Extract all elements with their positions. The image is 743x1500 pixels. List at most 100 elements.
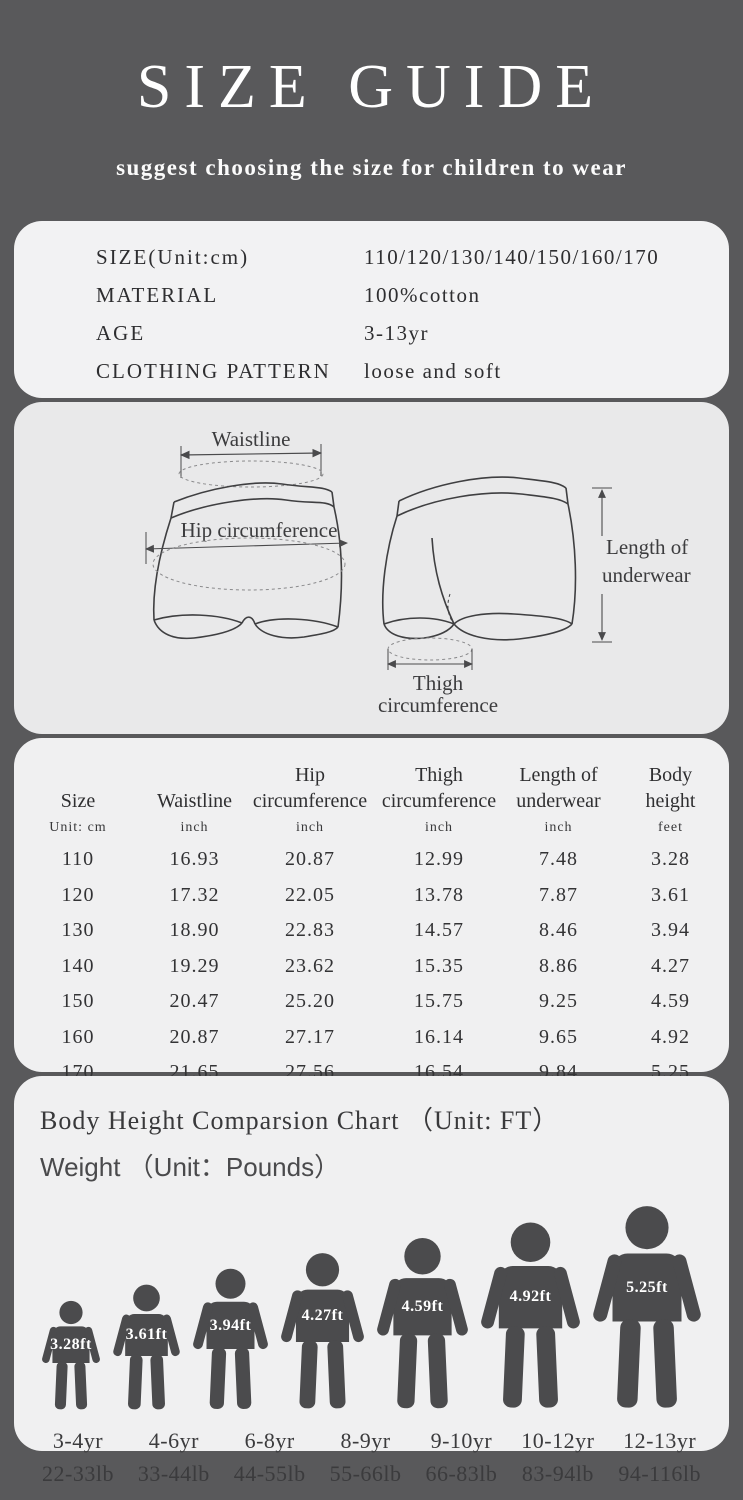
page-title: SIZE GUIDE: [136, 53, 607, 121]
waistline-label: Waistline: [212, 427, 291, 451]
table-data-cell: 13.78: [414, 883, 464, 906]
table-unit-cell: inch: [544, 820, 573, 835]
table-header-cell: Thigh circumference: [381, 764, 497, 812]
figure-labels-row: 3-4yr 22-33lb 4-6yr 33-44lb 6-8yr 44-55l…: [40, 1428, 703, 1487]
table-data-cell: 120: [61, 883, 95, 906]
table-data-cell: 16.93: [169, 848, 220, 871]
person-icon: [481, 1221, 580, 1412]
figure-column: 4.27ft: [281, 1252, 364, 1412]
table-data-cell: 17.32: [169, 883, 220, 906]
info-row: SIZE(Unit:cm) 110/120/130/140/150/160/17…: [96, 245, 729, 283]
age-label: 6-8yr: [244, 1428, 295, 1453]
figure-label-column: 6-8yr 44-55lb: [234, 1428, 306, 1487]
table-data-cell: 15.35: [414, 954, 464, 977]
figure-label-column: 4-6yr 33-44lb: [138, 1428, 210, 1487]
info-label: CLOTHING PATTERN: [96, 359, 331, 383]
figure-label-column: 9-10yr 66-83lb: [425, 1428, 497, 1487]
height-ft-label: 3.94ft: [209, 1316, 252, 1334]
measurement-diagram-card: Waistline Hip circumference: [14, 402, 729, 734]
table-data-cell: 3.28: [651, 848, 690, 871]
figure-column: 3.28ft: [42, 1300, 100, 1412]
table-header-cell: Waistline: [156, 790, 233, 812]
person-figure: 3.61ft: [113, 1284, 180, 1412]
table-data-cell: 3.61: [651, 883, 690, 906]
info-row: CLOTHING PATTERN loose and soft: [96, 359, 729, 397]
waistline-ellipse: [178, 460, 324, 488]
height-ft-label: 4.92ft: [509, 1288, 552, 1306]
table-data-cell: 22.05: [285, 883, 335, 906]
person-figure: 5.25ft: [593, 1205, 701, 1412]
height-ft-label: 3.28ft: [50, 1335, 92, 1353]
table-data-cell: 110: [61, 848, 95, 871]
table-data-cell: 20.87: [285, 848, 335, 871]
table-unit-cell: feet: [658, 820, 683, 835]
table-header-cell: Hip circumference: [252, 764, 368, 812]
figure-label-column: 10-12yr 83-94lb: [521, 1428, 594, 1487]
person-figure: 4.59ft: [377, 1237, 468, 1412]
table-data-cell: 12.99: [414, 848, 464, 871]
info-row: MATERIAL 100%cotton: [96, 283, 729, 321]
product-info-card: SIZE(Unit:cm) 110/120/130/140/150/160/17…: [14, 221, 729, 398]
table-data-cell: 4.92: [651, 1025, 690, 1048]
info-label: MATERIAL: [96, 283, 219, 307]
info-label: SIZE(Unit:cm): [96, 245, 250, 269]
hip-arrow: [145, 539, 348, 553]
person-icon: [113, 1284, 180, 1412]
table-data-cell: 18.90: [169, 919, 220, 942]
size-table: Size Waistline Hip circumference Thigh circ…: [14, 754, 729, 1091]
table-data-cell: 160: [61, 1025, 95, 1048]
shorts-back-sketch: [381, 476, 577, 641]
person-figure: 3.94ft: [193, 1268, 268, 1412]
weight-label: 55-66lb: [329, 1461, 402, 1486]
underwear-measurement-diagram: Waistline Hip circumference: [145, 427, 691, 717]
info-value: 3-13yr: [364, 321, 429, 345]
person-figure: 4.92ft: [481, 1221, 580, 1412]
table-data-cell: 4.59: [651, 990, 690, 1013]
age-label: 10-12yr: [521, 1428, 595, 1453]
hip-ellipse: [152, 537, 346, 591]
table-data-cell: 23.62: [285, 954, 335, 977]
table-header-cell: Size: [60, 790, 96, 812]
table-unit-cell: Unit: cm: [49, 820, 107, 835]
person-figure: 3.28ft: [42, 1300, 100, 1412]
table-unit-cell: inch: [424, 820, 454, 835]
weight-label: 44-55lb: [233, 1461, 306, 1486]
table-data-cell: 9.65: [539, 1025, 578, 1048]
table-unit-cell: inch: [295, 820, 325, 835]
page-subtitle: suggest choosing the size for children t…: [116, 155, 627, 180]
figure-column: 4.92ft: [481, 1221, 580, 1412]
table-data-cell: 25.20: [285, 990, 335, 1013]
figure-label-column: 8-9yr 55-66lb: [330, 1428, 402, 1487]
table-unit-cell: inch: [180, 820, 209, 835]
shorts-front-sketch: [152, 482, 343, 640]
table-header-cell: Body height: [645, 764, 696, 812]
table-header-cell: Length of underwear: [516, 764, 601, 812]
figure-label-column: 3-4yr 22-33lb: [42, 1428, 114, 1487]
weight-label: 94-116lb: [618, 1461, 701, 1486]
table-data-cell: 8.86: [539, 954, 578, 977]
height-ft-label: 4.59ft: [401, 1298, 444, 1315]
table-data-cell: 9.25: [539, 990, 578, 1013]
info-value: 110/120/130/140/150/160/170: [364, 245, 660, 269]
table-data-cell: 14.57: [414, 919, 464, 942]
info-label: AGE: [96, 321, 146, 345]
info-value: loose and soft: [364, 359, 502, 383]
table-data-cell: 19.29: [169, 954, 220, 977]
length-label-line2: underwear: [602, 563, 691, 587]
weight-label: 83-94lb: [521, 1461, 594, 1486]
chart-title-weight: Weight （Unit：Pounds）: [40, 1152, 341, 1182]
figure-column: 4.59ft: [377, 1237, 468, 1412]
table-data-cell: 20.47: [169, 990, 220, 1013]
table-data-cell: 15.75: [414, 990, 464, 1013]
info-row: AGE 3-13yr: [96, 321, 729, 359]
weight-label: 66-83lb: [425, 1461, 498, 1486]
weight-label: 33-44lb: [137, 1461, 210, 1486]
table-data-cell: 130: [61, 919, 95, 942]
age-label: 9-10yr: [430, 1428, 493, 1453]
height-comparison-card: Body Height Comparsion Chart （Unit: FT） …: [14, 1076, 729, 1486]
age-label: 12-13yr: [623, 1428, 697, 1453]
person-icon: [42, 1300, 100, 1412]
height-ft-label: 3.61ft: [125, 1326, 168, 1344]
figures-row: 3.28ft 3.61ft 3.94ft 4.27ft 4.59ft 4.92f…: [40, 1190, 703, 1412]
